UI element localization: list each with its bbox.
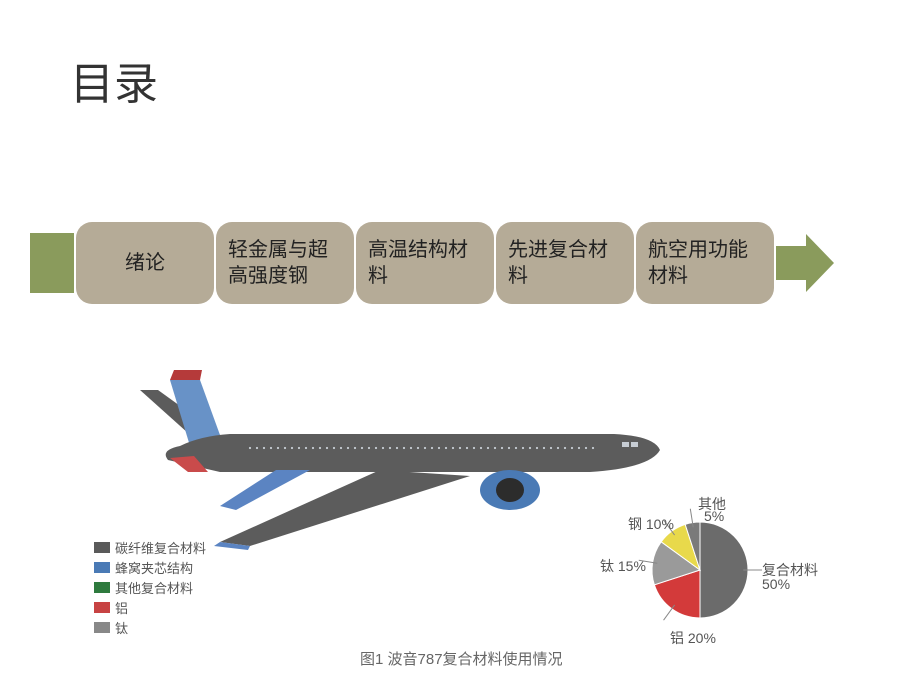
- toc-node-3: 先进复合材料: [496, 222, 634, 304]
- toc-node-4: 航空用功能材料: [636, 222, 774, 304]
- pie-chart-area: 复合材料50%铝 20%钛 15%钢 10%其他5%: [500, 510, 840, 660]
- pie-label-1: 铝 20%: [670, 628, 716, 648]
- flow-end-arrow: [776, 222, 834, 304]
- toc-node-label: 高温结构材料: [368, 237, 482, 289]
- figure-area: 碳纤维复合材料蜂窝夹芯结构其他复合材料铝钛 复合材料50%铝 20%钛 15%钢…: [80, 340, 860, 640]
- pie-label-3: 钢 10%: [628, 514, 674, 534]
- toc-node-2: 高温结构材料: [356, 222, 494, 304]
- figure-caption: 图1 波音787复合材料使用情况: [360, 648, 563, 669]
- toc-node-label: 轻金属与超高强度钢: [228, 237, 342, 289]
- toc-node-label: 航空用功能材料: [648, 237, 762, 289]
- page-title: 目录: [70, 48, 158, 112]
- toc-node-1: 轻金属与超高强度钢: [216, 222, 354, 304]
- pie-slice-0: [700, 522, 748, 618]
- legend-swatch: [94, 622, 110, 633]
- legend-row-0: 碳纤维复合材料: [94, 538, 206, 557]
- legend-row-1: 蜂窝夹芯结构: [94, 558, 206, 577]
- pie-label-2: 钛 15%: [600, 556, 646, 576]
- toc-node-0: 绪论: [76, 222, 214, 304]
- legend-row-4: 钛: [94, 618, 206, 637]
- toc-node-label: 先进复合材料: [508, 237, 622, 289]
- legend-label: 铝: [115, 598, 128, 617]
- legend-label: 其他复合材料: [115, 578, 193, 597]
- legend-swatch: [94, 562, 110, 573]
- pie-pct-4: 5%: [704, 508, 724, 524]
- legend-row-3: 铝: [94, 598, 206, 617]
- toc-flow: 绪论 轻金属与超高强度钢高温结构材料先进复合材料航空用功能材料: [30, 222, 834, 304]
- legend-swatch: [94, 542, 110, 553]
- legend-swatch: [94, 602, 110, 613]
- legend-label: 钛: [115, 618, 128, 637]
- flow-start-block: [30, 233, 74, 293]
- legend-label: 蜂窝夹芯结构: [115, 558, 193, 577]
- pie-pct-0: 50%: [762, 576, 790, 592]
- legend-row-2: 其他复合材料: [94, 578, 206, 597]
- legend-label: 碳纤维复合材料: [115, 538, 206, 557]
- toc-node-label: 绪论: [125, 250, 165, 276]
- legend-swatch: [94, 582, 110, 593]
- material-legend: 碳纤维复合材料蜂窝夹芯结构其他复合材料铝钛: [94, 538, 206, 638]
